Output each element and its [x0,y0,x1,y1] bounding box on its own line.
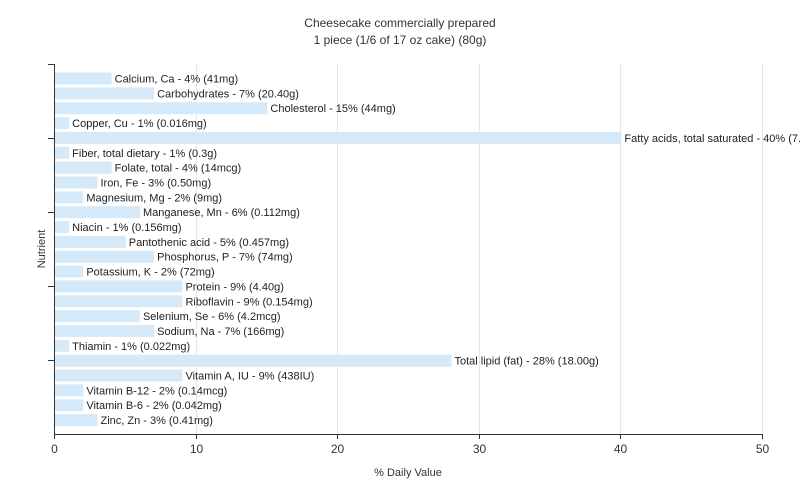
bar-label: Copper, Cu - 1% (0.016mg) [72,118,207,130]
bar [55,399,84,412]
bar [55,206,140,219]
bar-label: Potassium, K - 2% (72mg) [86,267,214,279]
bar [55,250,155,263]
chart-subtitle: 1 piece (1/6 of 17 oz cake) (80g) [314,33,487,47]
bar [55,117,70,130]
x-axis-title: % Daily Value [374,467,442,479]
bar-label: Vitamin B-6 - 2% (0.042mg) [86,400,222,412]
bar-label: Folate, total - 4% (14mcg) [115,163,242,175]
bar [55,161,112,174]
bar-label: Vitamin A, IU - 9% (438IU) [185,371,314,383]
y-axis-title: Nutrient [36,230,48,269]
bar-label: Zinc, Zn - 3% (0.41mg) [100,415,212,427]
bar [55,146,70,159]
bar [55,72,112,85]
bar-label: Fiber, total dietary - 1% (0.3g) [72,148,217,160]
bar-label: Pantothenic acid - 5% (0.457mg) [129,237,289,249]
bar-label: Fatty acids, total saturated - 40% (7.93… [624,133,800,145]
bar [55,235,126,248]
x-tick-label: 0 [51,442,58,456]
axes-group: 0 10 20 30 40 50 [48,64,769,456]
bar [55,414,98,427]
bar-label: Riboflavin - 9% (0.154mg) [185,296,312,308]
bar [55,280,183,293]
bar-label: Protein - 9% (4.40g) [185,281,283,293]
bar [55,176,98,189]
bar-label: Cholesterol - 15% (44mg) [270,103,395,115]
bar [55,131,622,144]
x-tick-label: 30 [473,442,487,456]
x-tick-label: 10 [190,442,204,456]
bar-label: Magnesium, Mg - 2% (9mg) [86,192,222,204]
bar [55,295,183,308]
bar [55,369,183,382]
bar [55,354,452,367]
bar [55,102,268,115]
bar [55,191,84,204]
bar [55,310,140,323]
bar-label: Sodium, Na - 7% (166mg) [157,326,284,338]
x-tick-label: 40 [614,442,628,456]
bar [55,324,155,337]
bar-label: Carbohydrates - 7% (20.40g) [157,88,299,100]
bar-label: Total lipid (fat) - 28% (18.00g) [454,356,598,368]
bar-label: Niacin - 1% (0.156mg) [72,222,181,234]
bar-label: Phosphorus, P - 7% (74mg) [157,252,293,264]
bar-label: Manganese, Mn - 6% (0.112mg) [143,207,300,219]
bar [55,339,70,352]
bar-label: Vitamin B-12 - 2% (0.14mcg) [86,385,227,397]
bars-group: Calcium, Ca - 4% (41mg) Carbohydrates - 7… [55,72,800,427]
bar-label: Calcium, Ca - 4% (41mg) [115,74,238,86]
bar [55,87,155,100]
bar-label: Thiamin - 1% (0.022mg) [72,341,190,353]
bar [55,221,70,233]
bar-label: Selenium, Se - 6% (4.2mcg) [143,311,281,323]
bar-label: Iron, Fe - 3% (0.50mg) [100,177,211,189]
x-tick-label: 50 [756,442,770,456]
chart-title: Cheesecake commercially prepared [304,16,495,30]
bar [55,384,84,397]
bar [55,265,84,278]
x-tick-label: 20 [331,442,345,456]
gridlines [196,64,763,434]
